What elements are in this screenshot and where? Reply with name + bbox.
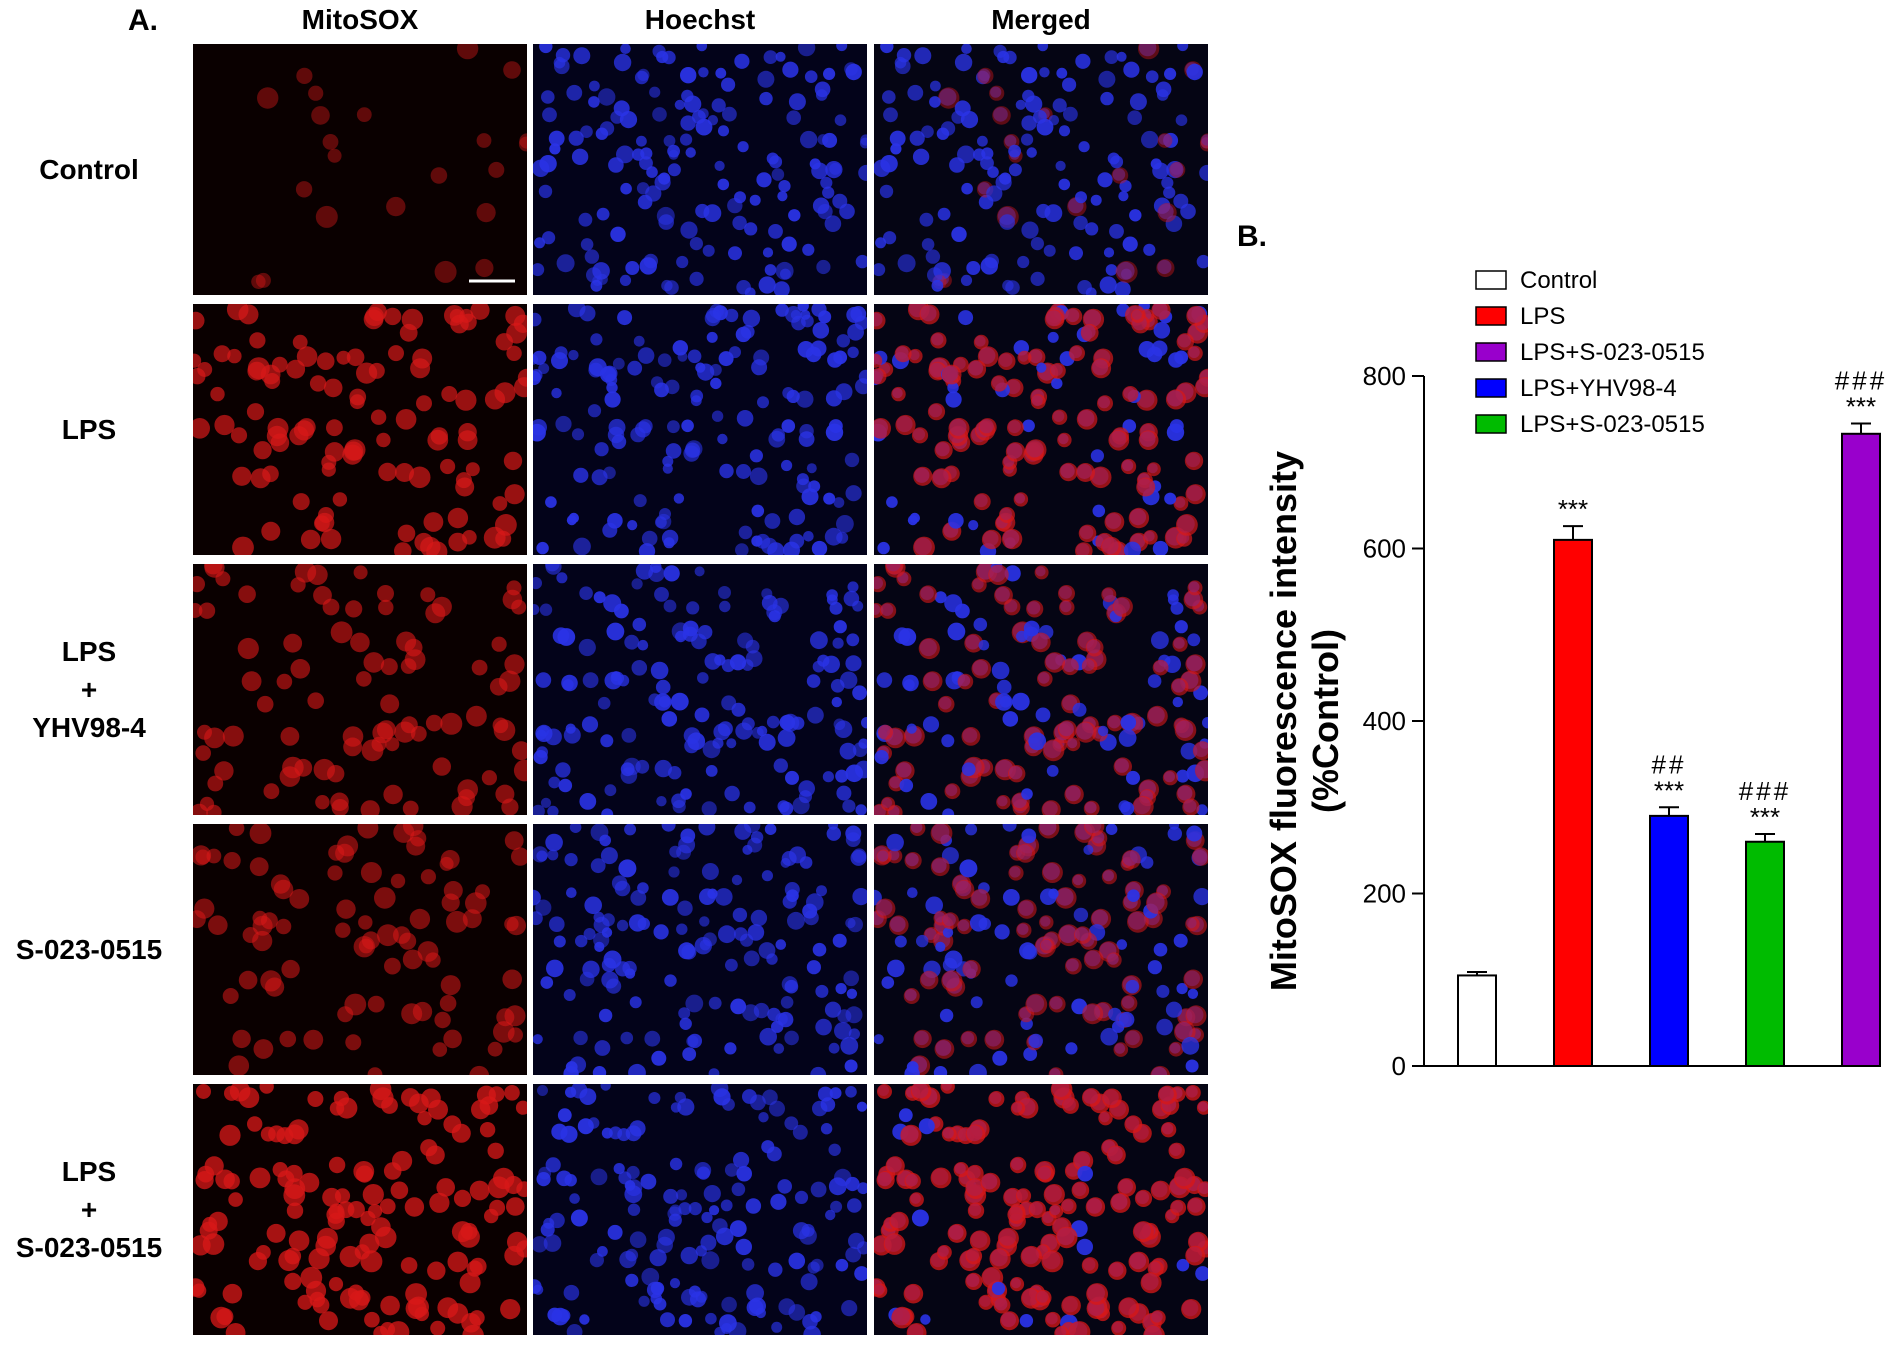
row-label-line: LPS — [61, 635, 117, 667]
panel-b-label: B. — [1237, 220, 1267, 253]
row-label-lps-yhv98-4: LPS + YHV98-4 — [0, 564, 178, 815]
bar-3 — [1745, 840, 1785, 1067]
significance-star-label: *** — [1654, 775, 1684, 805]
row-label-line: YHV98-4 — [32, 711, 146, 743]
significance-star-label: *** — [1750, 802, 1780, 832]
micrograph-hoechst — [533, 44, 867, 295]
legend-label: LPS+YHV98-4 — [1520, 375, 1677, 402]
y-tick-label: 0 — [1392, 1051, 1406, 1080]
micrograph-merged — [874, 44, 1208, 295]
y-axis-title: (%Control) — [1305, 629, 1346, 813]
legend-label: LPS+S-023-0515 — [1520, 339, 1705, 366]
significance-hash-label: ## — [1652, 749, 1687, 779]
micrograph-mitosox — [193, 304, 527, 555]
legend-label: LPS+S-023-0515 — [1520, 411, 1705, 438]
micrograph-merged — [874, 564, 1208, 815]
row-label-s-023-0515: S-023-0515 — [0, 824, 178, 1075]
bar-1 — [1553, 538, 1593, 1067]
bar-0 — [1457, 974, 1497, 1067]
micrograph-mitosox — [193, 824, 527, 1075]
panel-a-label: A. — [128, 4, 158, 37]
bar-chart: 0 200 400 600 800 MitoSOX fluorescence intens… — [1263, 267, 1887, 1080]
legend-swatch — [1475, 414, 1507, 434]
y-tick-label: 400 — [1363, 706, 1406, 736]
row-label-line: LPS — [61, 413, 117, 445]
column-header-hoechst: Hoechst — [644, 4, 756, 35]
y-axis-title: MitoSOX fluorescence intensity — [1263, 451, 1304, 991]
micrograph-merged — [874, 1084, 1208, 1335]
micrograph-merged — [874, 824, 1208, 1075]
row-label-line: S-023-0515 — [15, 1231, 163, 1263]
micrograph-mitosox — [193, 44, 527, 295]
micrograph-mitosox — [193, 1084, 527, 1335]
row-label-line: LPS — [61, 1155, 117, 1187]
micrograph-merged — [874, 304, 1208, 555]
row-label-line: S-023-0515 — [15, 933, 163, 965]
column-header-merged: Merged — [991, 4, 1091, 35]
row-label-line: + — [80, 673, 98, 705]
significance-star-label: *** — [1846, 391, 1876, 421]
legend-swatch — [1475, 306, 1507, 326]
micrograph-hoechst — [533, 304, 867, 555]
legend-swatch — [1475, 378, 1507, 398]
micrograph-hoechst — [533, 1084, 867, 1335]
significance-star-label: *** — [1558, 494, 1588, 524]
legend-label: Control — [1520, 267, 1597, 294]
bar-2 — [1649, 814, 1689, 1067]
micrograph-hoechst — [533, 824, 867, 1075]
significance-hash-label: ### — [1835, 365, 1887, 395]
y-tick-label: 800 — [1363, 361, 1406, 391]
y-tick-label: 200 — [1363, 879, 1406, 909]
row-label-lps-s-023-0515: LPS + S-023-0515 — [0, 1084, 178, 1335]
micrograph-hoechst — [533, 564, 867, 815]
column-header-mitosox: MitoSOX — [301, 4, 419, 35]
legend-label: LPS — [1520, 303, 1565, 330]
y-tick-label: 600 — [1363, 534, 1406, 564]
legend-swatch — [1475, 270, 1507, 290]
micrograph-mitosox — [193, 564, 527, 815]
row-label-lps: LPS — [0, 304, 178, 555]
row-label-control: Control — [0, 44, 178, 295]
bar-4 — [1841, 432, 1881, 1068]
row-label-line: + — [80, 1193, 98, 1225]
row-label-line: Control — [39, 153, 139, 185]
legend-swatch — [1475, 342, 1507, 362]
significance-hash-label: ### — [1739, 776, 1791, 806]
